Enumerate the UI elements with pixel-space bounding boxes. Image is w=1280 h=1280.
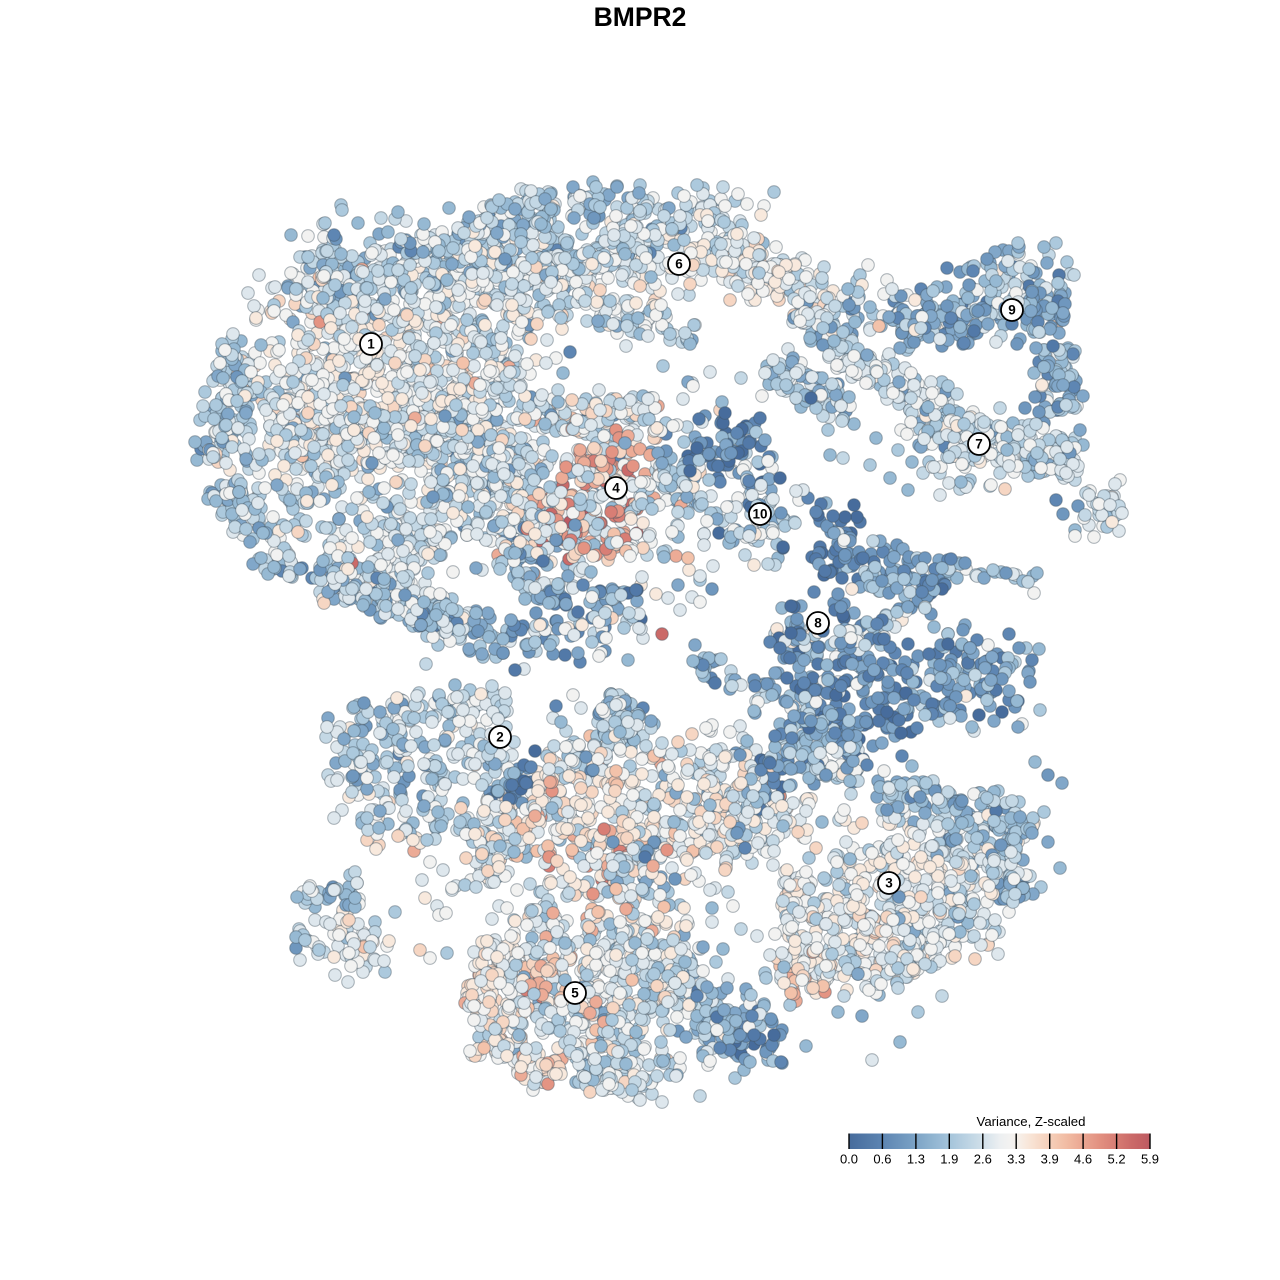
- svg-text:BMPR2: BMPR2: [594, 2, 687, 32]
